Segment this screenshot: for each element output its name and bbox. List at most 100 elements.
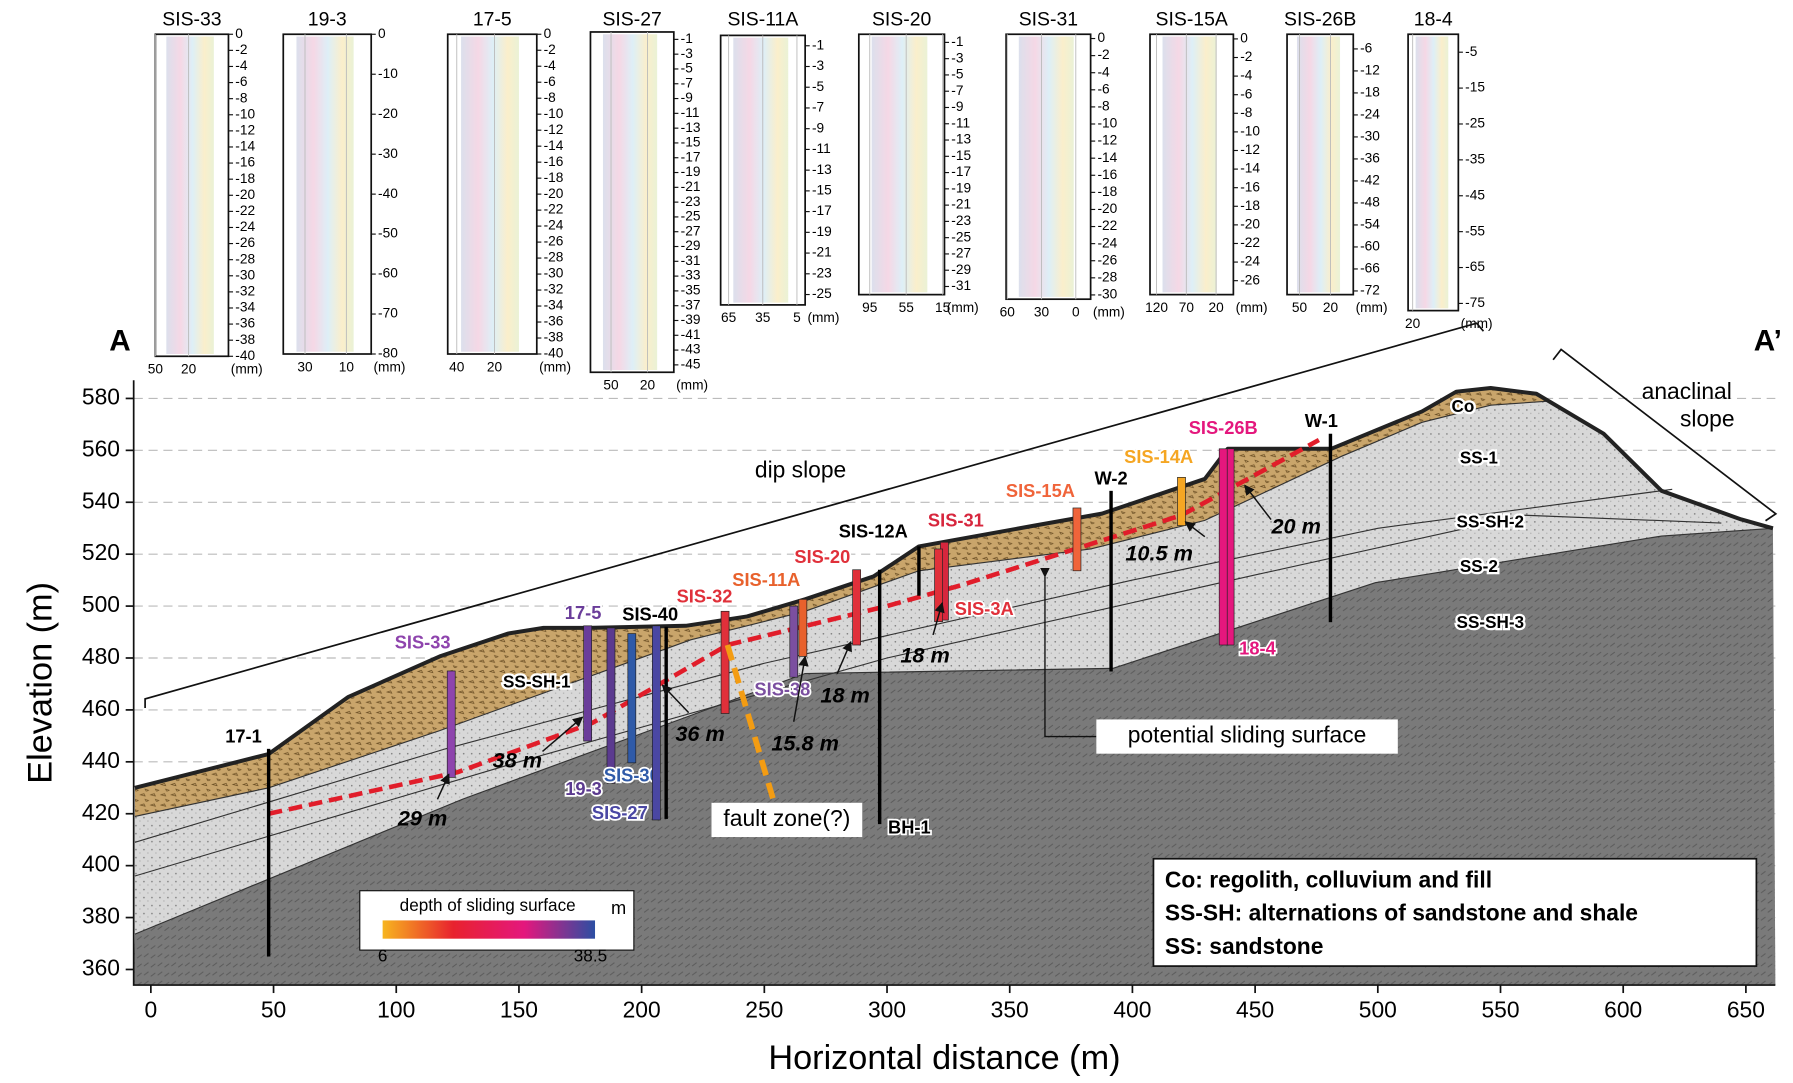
- inset-y-label: -7: [951, 83, 963, 98]
- depth-label: 38 m: [493, 747, 542, 772]
- y-tick-label: 500: [82, 591, 120, 617]
- inset-y-label: -2: [1097, 47, 1109, 62]
- inset-y-label: -8: [1240, 105, 1253, 120]
- inset-y-label: -4: [544, 58, 557, 73]
- inset-y-label: -29: [951, 262, 971, 277]
- inset-y-label: -34: [544, 298, 564, 313]
- inset-unit: (mm): [539, 359, 571, 374]
- inset-y-label: -32: [544, 282, 564, 297]
- borehole: [652, 626, 660, 820]
- y-tick-label: 420: [82, 799, 120, 825]
- inset-y-label: -12: [1240, 142, 1260, 157]
- layer-label: SS-2: [1460, 557, 1498, 576]
- colorbar-title: depth of sliding surface: [400, 896, 576, 915]
- inset-title: SIS-33: [162, 9, 221, 31]
- borehole-label: SIS-33: [395, 631, 451, 652]
- inset-x-label: 55: [899, 300, 915, 315]
- borehole: [917, 546, 920, 595]
- inset-y-label: -39: [681, 312, 701, 327]
- inset-x-label: 10: [339, 359, 355, 374]
- inset-y-label: -1: [812, 37, 824, 52]
- borehole-label: SIS-11A: [732, 569, 800, 590]
- inset-y-label: -18: [544, 170, 564, 185]
- inset-y-label: -45: [1465, 187, 1485, 202]
- inset-title: SIS-27: [602, 9, 661, 31]
- x-tick-label: 500: [1359, 996, 1397, 1022]
- inset-title: SIS-11A: [727, 9, 798, 31]
- borehole-label: SIS-15A: [1006, 480, 1075, 501]
- borehole: [935, 549, 943, 622]
- inset-y-label: -12: [235, 122, 255, 137]
- inset-y-label: -38: [235, 332, 255, 347]
- inset-x-label: 40: [449, 359, 465, 374]
- inset-x-label: 20: [181, 362, 197, 377]
- inset-title: SIS-26B: [1284, 9, 1356, 31]
- inset-y-label: 0: [235, 26, 243, 41]
- inset-y-label: -26: [544, 234, 564, 249]
- inset: 65355-1-3-5-7-9-11-13-15-17-19-21-23-25S…: [721, 9, 840, 326]
- inset-y-label: -37: [681, 297, 701, 312]
- inset-y-label: -14: [1097, 150, 1117, 165]
- inset-y-label: -6: [1097, 81, 1110, 96]
- legend-text: SS-SH: alternations of sandstone and sha…: [1165, 900, 1638, 926]
- inset-x-label: 30: [1034, 305, 1050, 320]
- inset-y-label: -13: [681, 120, 701, 135]
- inset-y-label: -65: [1465, 259, 1485, 274]
- inset-x-label: 50: [603, 378, 619, 393]
- inset-unit: (mm): [807, 310, 839, 325]
- borehole: [584, 626, 592, 741]
- inset-title: 18-4: [1414, 9, 1453, 31]
- x-tick-label: 400: [1113, 996, 1151, 1022]
- borehole: [628, 634, 636, 763]
- inset-y-label: -16: [1240, 179, 1260, 194]
- page: 3603804004204404604805005205405605800501…: [0, 0, 1793, 1078]
- inset-unit: (mm): [374, 359, 406, 374]
- anaclinal-label: slope: [1680, 405, 1735, 431]
- inset-title: SIS-20: [872, 9, 932, 31]
- inset-unit: (mm): [947, 300, 979, 315]
- section-label: A’: [1754, 324, 1782, 357]
- depth-label: 29 m: [397, 806, 447, 831]
- inset-y-label: -10: [1240, 124, 1260, 139]
- inset-y-label: -8: [235, 90, 248, 105]
- inset-x-label: 20: [640, 378, 656, 393]
- x-tick-label: 200: [623, 996, 661, 1022]
- layer-label: SS-1: [1460, 449, 1499, 468]
- borehole-label: SIS-3A: [955, 598, 1014, 619]
- inset-y-label: -6: [235, 74, 248, 89]
- inset-y-label: -11: [681, 105, 700, 120]
- colorbar-unit: m: [611, 897, 626, 918]
- inset-y-label: -30: [235, 267, 255, 282]
- fault-zone-label: fault zone(?): [723, 805, 850, 831]
- inset-y-label: -30: [1097, 287, 1117, 302]
- inset-y-label: -24: [235, 219, 255, 234]
- inset-y-label: -18: [235, 171, 255, 186]
- inset-y-label: -23: [951, 213, 971, 228]
- inset-title: 17-5: [473, 9, 512, 31]
- section-label: A: [109, 324, 130, 357]
- inset-y-label: -26: [235, 235, 255, 250]
- inset-y-label: -2: [235, 42, 247, 57]
- inset-y-label: -25: [681, 209, 701, 224]
- inset: 5020-6-12-18-24-30-36-42-48-54-60-66-72S…: [1284, 9, 1387, 315]
- inset-y-label: -22: [235, 203, 255, 218]
- inset-x-label: 65: [721, 310, 737, 325]
- inset-y-label: -25: [951, 229, 971, 244]
- inset-y-label: -21: [812, 245, 832, 260]
- inset-unit: (mm): [1356, 300, 1388, 315]
- inset-y-label: -20: [544, 186, 564, 201]
- inset-y-label: -20: [1240, 217, 1260, 232]
- layer-label: SS-SH-2: [1457, 513, 1525, 532]
- borehole-label: SIS-31: [928, 510, 984, 531]
- x-tick-label: 450: [1236, 996, 1274, 1022]
- inset: 40200-2-4-6-8-10-12-14-16-18-20-22-24-26…: [448, 9, 571, 375]
- y-tick-label: 400: [82, 851, 120, 877]
- y-tick-label: 580: [82, 383, 120, 409]
- x-axis-title: Horizontal distance (m): [768, 1039, 1120, 1077]
- sliding-surface-label: potential sliding surface: [1128, 722, 1367, 748]
- inset-y-label: -6: [1240, 86, 1253, 101]
- borehole-label: SIS-26B: [1189, 417, 1258, 438]
- x-tick-label: 250: [745, 996, 783, 1022]
- inset-y-label: -19: [681, 164, 701, 179]
